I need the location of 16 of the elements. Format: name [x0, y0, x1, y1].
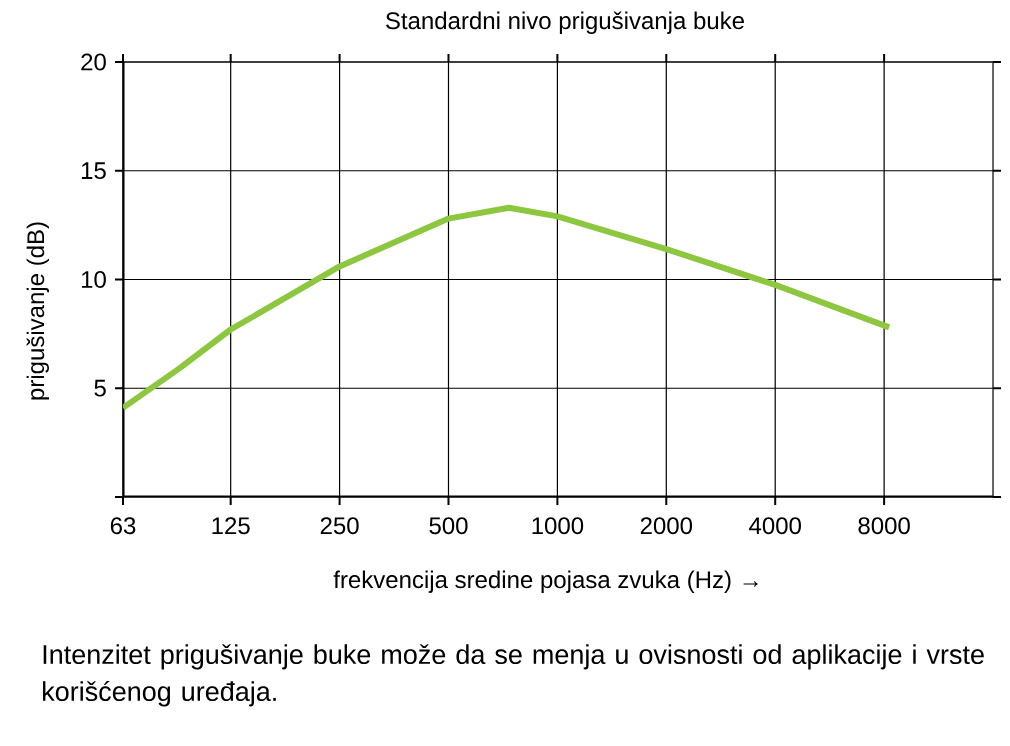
- x-tick-label: 8000: [858, 517, 910, 535]
- x-tick-label: 63: [110, 517, 136, 535]
- y-axis-title: prigušivanje (dB): [26, 222, 49, 400]
- x-tick-label: 125: [212, 517, 250, 535]
- x-tick-label: 1000: [532, 517, 584, 535]
- y-tick-label: 10: [81, 271, 106, 288]
- x-tick-label: 500: [429, 517, 468, 535]
- x-axis-title: frekvencija sredine pojasa zvuka (Hz) →: [333, 570, 758, 593]
- text: Intenzitet prigušivanje buke može da se menja u ovisnosti od aplikacije i vrste korišćenog uređaja.: [43, 644, 984, 707]
- y-tick-label: 5: [94, 379, 106, 397]
- x-tick-label: 250: [320, 517, 359, 535]
- x-tick-label: 4000: [749, 517, 801, 535]
- y-tick-label: 15: [81, 162, 106, 180]
- chart-title: Standardni nivo prigušivanja buke: [385, 11, 744, 34]
- y-tick-label: 20: [81, 53, 106, 71]
- x-tick-label: 2000: [640, 517, 693, 535]
